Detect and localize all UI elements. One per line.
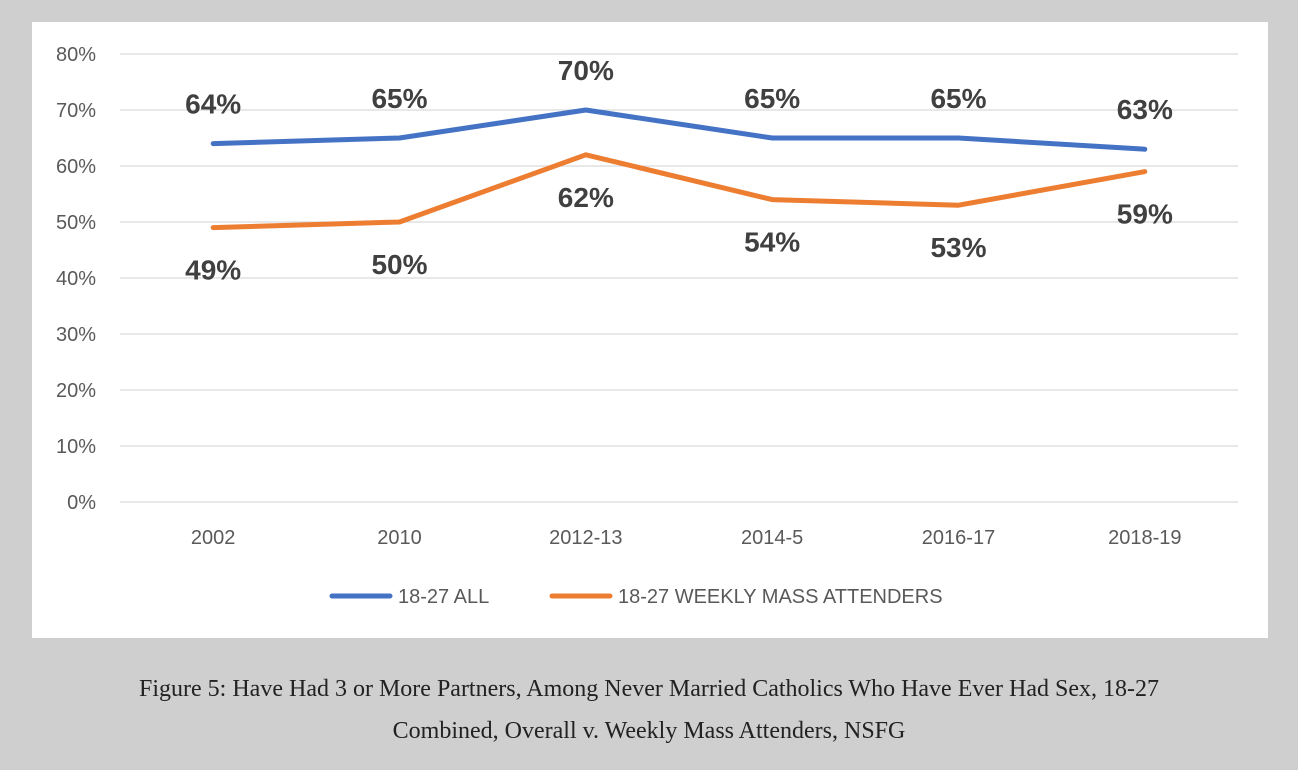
x-tick-label: 2012-13 bbox=[549, 527, 622, 549]
legend-label: 18-27 WEEKLY MASS ATTENDERS bbox=[618, 586, 943, 608]
y-tick-label: 80% bbox=[56, 44, 96, 66]
data-label: 53% bbox=[930, 232, 986, 263]
data-label: 64% bbox=[185, 89, 241, 120]
legend-label: 18-27 ALL bbox=[398, 586, 489, 608]
series-line-2 bbox=[210, 152, 1148, 231]
data-label: 62% bbox=[558, 182, 614, 213]
y-tick-label: 70% bbox=[56, 100, 96, 122]
data-label: 50% bbox=[371, 249, 427, 280]
y-tick-label: 10% bbox=[56, 436, 96, 458]
caption-line-1: Figure 5: Have Had 3 or More Partners, A… bbox=[139, 676, 1159, 702]
y-tick-label: 40% bbox=[56, 268, 96, 290]
x-tick-label: 2018-19 bbox=[1108, 527, 1181, 549]
y-tick-label: 30% bbox=[56, 324, 96, 346]
x-tick-label: 2002 bbox=[191, 527, 236, 549]
data-label: 65% bbox=[744, 83, 800, 114]
y-tick-label: 0% bbox=[67, 492, 96, 514]
data-label: 54% bbox=[744, 227, 800, 258]
data-label: 70% bbox=[558, 55, 614, 86]
caption-line-2: Combined, Overall v. Weekly Mass Attende… bbox=[392, 718, 906, 744]
data-label: 63% bbox=[1117, 94, 1173, 125]
y-tick-label: 50% bbox=[56, 212, 96, 234]
x-tick-label: 2010 bbox=[377, 527, 422, 549]
data-label: 59% bbox=[1117, 199, 1173, 230]
x-tick-label: 2016-17 bbox=[922, 527, 995, 549]
y-tick-label: 60% bbox=[56, 156, 96, 178]
line-chart: 0% 10% 20% 30% 40% 50% 60% 70% 80% 2002 2010 2012-1… bbox=[56, 44, 1238, 608]
chart-panel: 0% 10% 20% 30% 40% 50% 60% 70% 80% 2002 2010 2012-1… bbox=[32, 22, 1268, 638]
data-label: 49% bbox=[185, 255, 241, 286]
data-label: 65% bbox=[371, 83, 427, 114]
figure-caption: Figure 5: Have Had 3 or More Partners, A… bbox=[0, 668, 1298, 752]
series-line-1 bbox=[210, 107, 1148, 152]
data-label: 65% bbox=[930, 83, 986, 114]
y-tick-label: 20% bbox=[56, 380, 96, 402]
x-tick-label: 2014-5 bbox=[741, 527, 803, 549]
